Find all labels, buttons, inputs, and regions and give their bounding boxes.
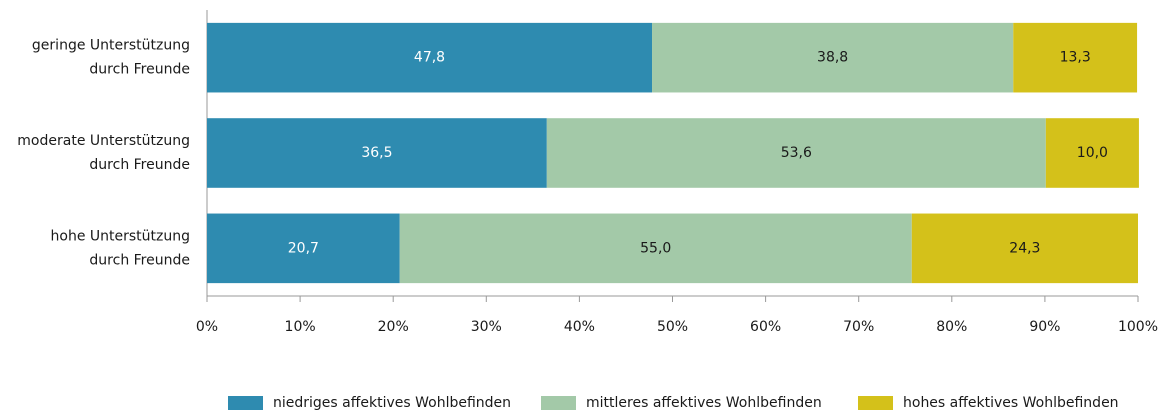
legend-swatch bbox=[858, 396, 893, 410]
x-tick-label: 40% bbox=[564, 319, 595, 335]
bar-segment bbox=[1013, 22, 1138, 93]
value-label: 13,3 bbox=[1060, 50, 1091, 66]
legend-swatch bbox=[228, 396, 263, 410]
category-label: durch Freunde bbox=[89, 252, 190, 268]
x-tick-label: 10% bbox=[285, 319, 316, 335]
value-label: 24,3 bbox=[1009, 240, 1040, 256]
value-label: 47,8 bbox=[414, 50, 445, 66]
value-label: 53,6 bbox=[781, 145, 812, 161]
x-tick-label: 60% bbox=[750, 319, 781, 335]
value-label: 36,5 bbox=[361, 145, 392, 161]
bar-segment bbox=[399, 213, 912, 284]
value-label: 20,7 bbox=[288, 240, 319, 256]
bar-segment bbox=[546, 118, 1046, 188]
category-label: durch Freunde bbox=[89, 157, 190, 173]
legend-label: hohes affektives Wohlbefinden bbox=[903, 395, 1119, 411]
value-label: 55,0 bbox=[640, 240, 671, 256]
bar-segment bbox=[911, 213, 1138, 284]
category-label: moderate Unterstützung bbox=[17, 133, 190, 149]
x-tick-label: 0% bbox=[196, 319, 218, 335]
bar-segment bbox=[652, 22, 1014, 93]
value-label: 38,8 bbox=[817, 50, 848, 66]
category-label: hohe Unterstützung bbox=[51, 228, 190, 244]
bar-segment bbox=[1045, 118, 1139, 188]
x-tick-label: 70% bbox=[843, 319, 874, 335]
x-tick-label: 100% bbox=[1118, 319, 1158, 335]
x-tick-label: 20% bbox=[378, 319, 409, 335]
category-label: geringe Unterstützung bbox=[32, 38, 190, 54]
x-tick-label: 80% bbox=[936, 319, 967, 335]
legend-label: mittleres affektives Wohlbefinden bbox=[586, 395, 822, 411]
legend-label: niedriges affektives Wohlbefinden bbox=[273, 395, 511, 411]
legend-swatch bbox=[541, 396, 576, 410]
x-tick-label: 90% bbox=[1029, 319, 1060, 335]
category-label: durch Freunde bbox=[89, 62, 190, 78]
bar-segment bbox=[207, 213, 400, 284]
x-tick-label: 30% bbox=[471, 319, 502, 335]
bar-segment bbox=[207, 118, 547, 188]
x-tick-label: 50% bbox=[657, 319, 688, 335]
value-label: 10,0 bbox=[1077, 145, 1108, 161]
bar-segment bbox=[207, 22, 653, 93]
